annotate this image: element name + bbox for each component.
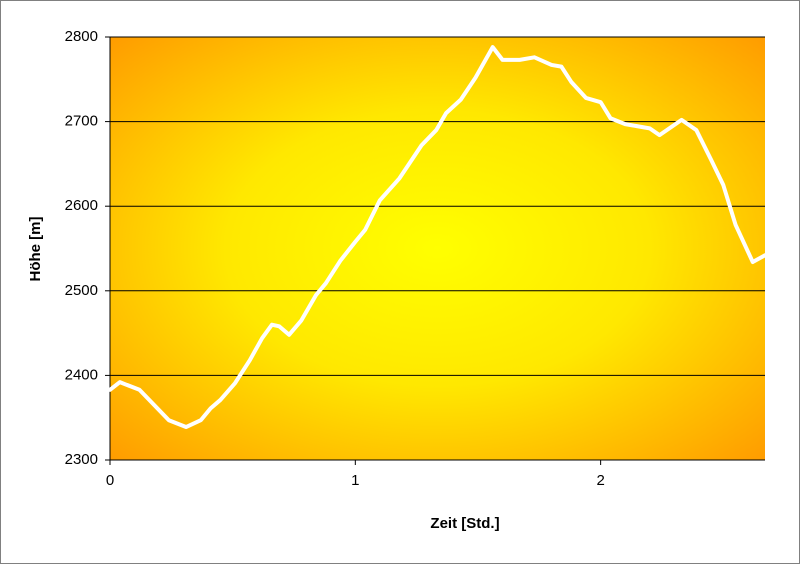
y-tick-label: 2800 <box>65 28 98 45</box>
y-tick-label: 2300 <box>65 451 98 468</box>
x-tick-label: 1 <box>351 472 359 489</box>
y-tick-label: 2400 <box>65 366 98 383</box>
plot-area <box>110 37 765 460</box>
y-tick-label: 2600 <box>65 197 98 214</box>
x-tick-label: 0 <box>106 472 114 489</box>
x-tick-label: 2 <box>596 472 604 489</box>
y-tick-label: 2500 <box>65 282 98 299</box>
elevation-line <box>108 45 767 430</box>
x-axis-label: Zeit [Std.] <box>430 515 499 532</box>
y-tick-label: 2700 <box>65 113 98 130</box>
y-axis-label: Höhe [m] <box>27 217 44 282</box>
